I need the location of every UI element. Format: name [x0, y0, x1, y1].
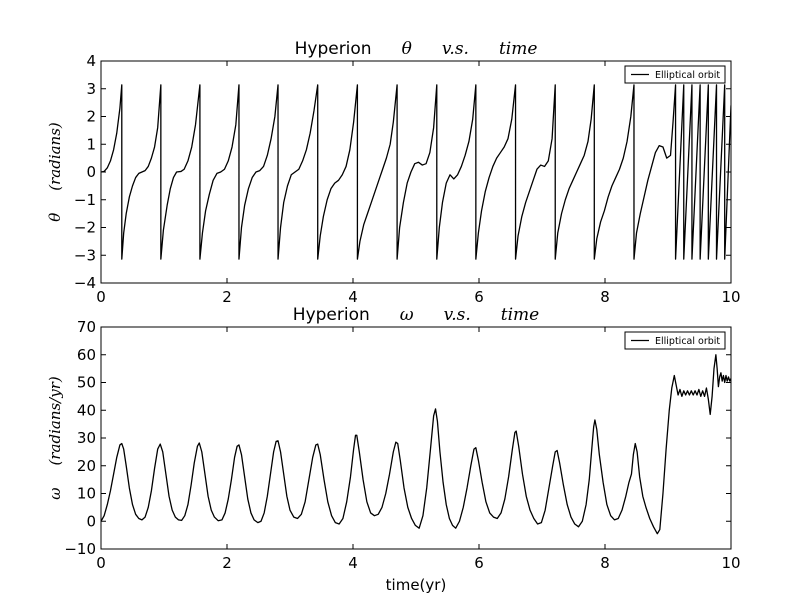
- y-tick-label: 50: [77, 374, 96, 392]
- series-line-1: [101, 84, 731, 260]
- plot-area: [101, 61, 731, 283]
- legend-label: Elliptical orbit: [655, 336, 720, 347]
- chart-title-prefix: Hyperion: [295, 39, 372, 59]
- y-tick-label: 20: [77, 457, 96, 475]
- y-tick-label: 70: [77, 318, 96, 336]
- x-tick-label: 6: [474, 288, 484, 306]
- y-axis-label-unit: (radians/yr): [46, 376, 64, 465]
- x-tick-label: 2: [222, 288, 232, 306]
- y-axis-label: θ (radians): [46, 122, 64, 222]
- y-tick-label: 2: [86, 108, 96, 126]
- x-tick-label: 2: [222, 554, 232, 572]
- y-axis-label: ω (radians/yr): [46, 376, 64, 500]
- chart-title-prefix: Hyperion: [293, 305, 370, 325]
- x-tick-label: 0: [96, 288, 106, 306]
- chart-title-math: time: [501, 305, 539, 325]
- x-tick-label: 0: [96, 554, 106, 572]
- y-tick-label: −2: [74, 219, 96, 237]
- chart-title-math: θ: [402, 39, 412, 59]
- y-tick-label: 10: [77, 485, 96, 503]
- chart-1: 0 2 4 6 8 10 −4 −3 −2 −1 0 1 2 3 4 Hyperion θ v.s. time θ (r…: [46, 39, 741, 306]
- y-tick-label: 3: [86, 80, 96, 98]
- legend-box: [624, 331, 726, 350]
- plot-area: [101, 327, 731, 549]
- x-tick-label: 10: [721, 554, 740, 572]
- legend-box: [624, 65, 726, 84]
- chart-title-math: ω: [400, 305, 414, 325]
- y-tick-label: −10: [64, 540, 96, 558]
- x-tick-label: 4: [348, 554, 358, 572]
- y-tick-label: 0: [86, 163, 96, 181]
- y-tick-label: −3: [74, 246, 96, 264]
- y-axis-label-symbol: ω: [46, 487, 64, 499]
- y-tick-label: 40: [77, 401, 96, 419]
- y-tick-label: 30: [77, 429, 96, 447]
- x-tick-label: 6: [474, 554, 484, 572]
- x-tick-label: 4: [348, 288, 358, 306]
- y-tick-label: −4: [74, 274, 96, 292]
- x-tick-label: 8: [600, 554, 610, 572]
- chart-title-math: v.s.: [444, 305, 471, 325]
- legend: Elliptical orbit: [624, 331, 726, 350]
- y-tick-label: 4: [86, 52, 96, 70]
- y-tick-label: −1: [74, 191, 96, 209]
- x-tick-label: 8: [600, 288, 610, 306]
- y-tick-label: 60: [77, 346, 96, 364]
- y-tick-label: 0: [86, 512, 96, 530]
- y-axis-label-unit: (radians): [46, 122, 64, 191]
- legend-label: Elliptical orbit: [655, 70, 720, 81]
- chart-title-math: v.s.: [442, 39, 469, 59]
- y-axis-label-symbol: θ: [46, 213, 64, 222]
- x-tick-label: 10: [721, 288, 740, 306]
- legend: Elliptical orbit: [624, 65, 726, 84]
- chart-title-math: time: [499, 39, 537, 59]
- y-tick-label: 1: [86, 135, 96, 153]
- x-axis-label: time(yr): [386, 576, 447, 594]
- chart-title: Hyperion ω v.s. time: [293, 305, 539, 325]
- series-line-1: [101, 354, 731, 535]
- chart-title: Hyperion θ v.s. time: [295, 39, 538, 59]
